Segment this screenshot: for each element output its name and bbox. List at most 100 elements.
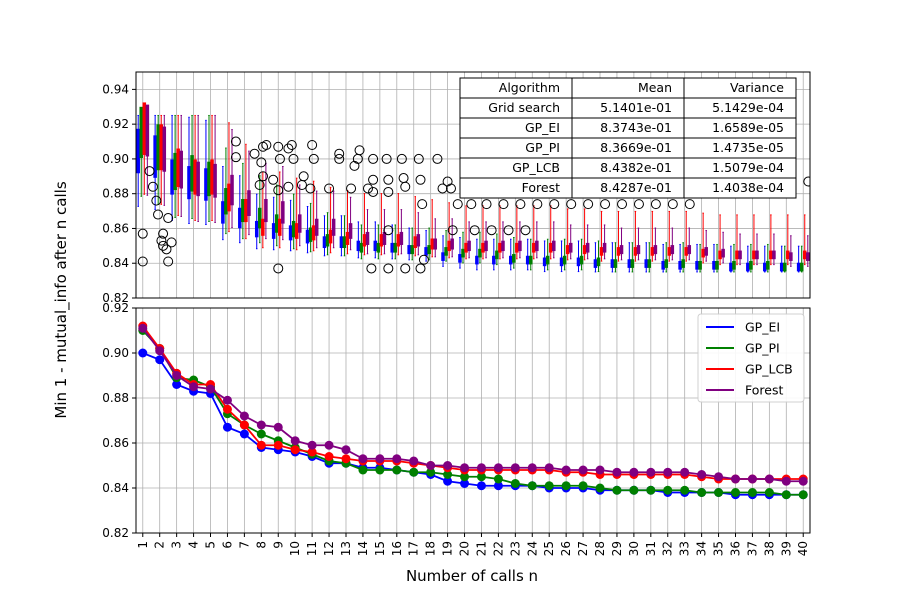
box-body bbox=[450, 238, 454, 250]
box-body bbox=[802, 250, 807, 260]
box-body bbox=[308, 227, 313, 242]
outlier-marker bbox=[383, 263, 394, 274]
x-tick-label: 37 bbox=[745, 541, 759, 556]
box-body bbox=[278, 218, 282, 236]
outlier-marker bbox=[363, 183, 374, 194]
box-body bbox=[362, 234, 367, 247]
box-body bbox=[179, 150, 183, 189]
point-GP_PI bbox=[697, 488, 707, 497]
outlier-marker bbox=[161, 244, 172, 255]
point-GP_LCB bbox=[239, 420, 249, 430]
outlier-marker bbox=[334, 148, 345, 159]
box-body bbox=[548, 242, 553, 253]
point-GP_LCB bbox=[341, 454, 351, 464]
table-value: Grid search bbox=[488, 100, 560, 115]
top-y-ticks: 0.82 0.84 0.86 0.88 0.90 0.92 0.94 bbox=[102, 82, 136, 305]
box-body bbox=[264, 198, 268, 223]
table-value: 1.4735e-05 bbox=[712, 140, 784, 155]
outlier-marker bbox=[230, 152, 241, 163]
outlier-marker bbox=[230, 136, 241, 147]
point-GP_PI bbox=[663, 485, 673, 495]
box-body bbox=[695, 260, 699, 270]
box-body bbox=[379, 234, 384, 247]
top-y-tick-label: 0.92 bbox=[102, 117, 129, 131]
box-body bbox=[410, 245, 414, 255]
outlier-marker bbox=[415, 263, 426, 274]
x-tick-label: 11 bbox=[305, 541, 319, 556]
table-value: 8.3743e-01 bbox=[600, 120, 672, 135]
point-Forest bbox=[206, 384, 216, 394]
box-body bbox=[345, 231, 350, 245]
box-body bbox=[424, 247, 428, 256]
outlier-marker bbox=[147, 181, 158, 192]
box-body bbox=[478, 248, 482, 258]
x-tick-label: 15 bbox=[373, 541, 387, 556]
box-body bbox=[204, 168, 208, 201]
point-Forest bbox=[476, 463, 486, 473]
box-body bbox=[427, 245, 431, 255]
table-value: 5.1429e-04 bbox=[712, 100, 784, 115]
top-y-tick-label: 0.90 bbox=[102, 152, 129, 166]
legend-label-GP_EI: GP_EI bbox=[745, 320, 780, 335]
box-body bbox=[661, 260, 665, 270]
x-tick-label: 27 bbox=[576, 541, 590, 556]
outlier-marker bbox=[503, 225, 514, 236]
point-Forest bbox=[324, 440, 334, 450]
x-tick-label: 2 bbox=[153, 541, 167, 549]
bottom-lines bbox=[138, 321, 808, 500]
box-body bbox=[525, 255, 530, 265]
x-tick-label: 10 bbox=[288, 541, 302, 556]
y-axis-label: Min 1 - mutual_info after n calls bbox=[52, 181, 71, 418]
box-body bbox=[647, 259, 652, 268]
box-body bbox=[729, 262, 733, 272]
box-body bbox=[769, 250, 773, 260]
box-body bbox=[704, 247, 708, 256]
box-body bbox=[373, 240, 378, 252]
point-GP_PI bbox=[680, 485, 690, 495]
point-GP_PI bbox=[781, 490, 791, 500]
bottom-y-tick-label: 0.92 bbox=[102, 301, 129, 315]
box-body bbox=[545, 255, 550, 265]
box-body bbox=[261, 218, 265, 236]
legend-frame bbox=[697, 313, 805, 403]
box-body bbox=[585, 242, 590, 253]
outlier-marker bbox=[617, 199, 628, 210]
table-value: Forest bbox=[522, 180, 560, 195]
outlier-marker bbox=[151, 195, 162, 206]
outlier-marker bbox=[383, 186, 394, 197]
outlier-marker bbox=[549, 199, 560, 210]
box-body bbox=[664, 259, 668, 268]
box-body bbox=[495, 250, 499, 260]
outlier-marker bbox=[258, 171, 269, 182]
x-tick-label: 19 bbox=[441, 541, 455, 556]
box-body bbox=[755, 250, 759, 260]
outlier-marker bbox=[532, 199, 543, 210]
point-Forest bbox=[578, 465, 588, 475]
point-GP_EI bbox=[155, 355, 165, 365]
point-GP_PI bbox=[493, 474, 503, 484]
point-GP_PI bbox=[443, 470, 453, 479]
box-body bbox=[701, 248, 705, 258]
point-Forest bbox=[510, 463, 520, 473]
box-body bbox=[176, 148, 180, 187]
x-tick-label: 29 bbox=[610, 541, 624, 556]
outlier-marker bbox=[324, 183, 335, 194]
point-Forest bbox=[341, 445, 351, 455]
x-tick-label: 21 bbox=[474, 541, 488, 556]
point-GP_PI bbox=[764, 488, 774, 497]
box-body bbox=[518, 240, 522, 252]
box-body bbox=[498, 242, 502, 253]
box-body bbox=[650, 247, 655, 256]
point-GP_EI bbox=[493, 481, 503, 491]
box-body bbox=[508, 255, 513, 265]
point-Forest bbox=[680, 467, 690, 477]
x-tick-label: 12 bbox=[322, 541, 336, 556]
x-tick-label: 13 bbox=[339, 541, 353, 556]
top-axes-frame bbox=[135, 71, 811, 299]
outlier-marker bbox=[515, 199, 526, 210]
box-body bbox=[170, 159, 174, 195]
table-value: GP_EI bbox=[525, 120, 560, 135]
box-body bbox=[210, 159, 214, 195]
point-GP_PI bbox=[358, 465, 368, 475]
point-GP_PI bbox=[798, 490, 808, 500]
